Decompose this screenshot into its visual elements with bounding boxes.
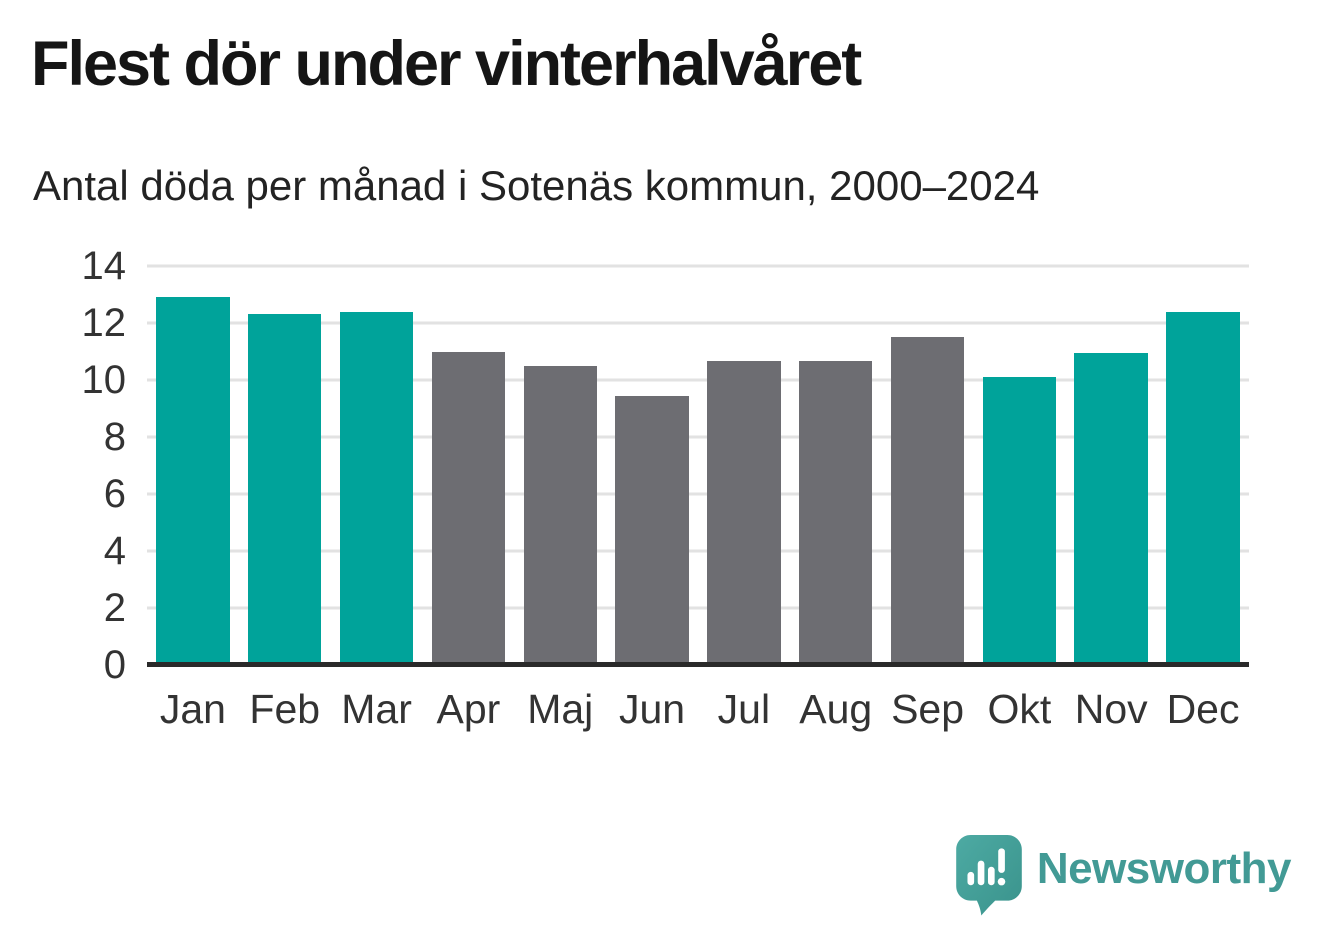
y-tick-label-12: 12	[81, 301, 127, 345]
newsworthy-logo-text: Newsworthy	[1036, 844, 1292, 893]
bar-dec	[1166, 311, 1240, 665]
y-tick-label-8: 8	[103, 415, 126, 459]
y-tick-label-10: 10	[81, 358, 127, 402]
bar-mar	[339, 311, 414, 665]
x-tick-label-jun: Jun	[619, 686, 686, 732]
y-tick-label-14: 14	[81, 244, 127, 288]
gridline-12	[147, 321, 1249, 325]
bar-feb	[248, 314, 322, 665]
plot-area	[147, 264, 1249, 667]
bar-slot-jan	[147, 266, 239, 665]
bar-jan	[156, 297, 230, 665]
newsworthy-logo: Newsworthy	[956, 835, 1292, 917]
y-tick-label-2: 2	[103, 586, 126, 630]
y-tick-label-0: 0	[103, 643, 126, 687]
x-tick-label-mar: Mar	[341, 686, 412, 732]
x-axis: Jan Feb Mar Apr Maj Jun Jul Aug Sep Okt Nov Dec	[147, 686, 1249, 733]
y-tick-label-4: 4	[103, 529, 126, 573]
x-tick-label-aug: Aug	[799, 686, 873, 732]
x-tick-label-jul: Jul	[717, 686, 771, 732]
bar-slot-feb	[239, 266, 331, 665]
x-tick-label-maj: Maj	[527, 686, 594, 732]
gridline-10	[147, 378, 1249, 382]
bar-slot-mar	[331, 266, 423, 665]
bar-jul	[707, 361, 781, 665]
bar-maj	[523, 365, 597, 665]
gridline-8	[147, 435, 1249, 439]
x-tick-label-nov: Nov	[1074, 686, 1148, 732]
bar-sep	[890, 337, 965, 665]
y-axis: 0 2 4 6 8 10 12 14	[0, 246, 127, 685]
x-tick-label-jan: Jan	[159, 686, 226, 732]
x-tick-label-okt: Okt	[987, 686, 1052, 732]
newsworthy-speech-bubble-chart-icon	[956, 835, 1022, 916]
bar-slot-dec	[1157, 266, 1249, 665]
chart-title: Flest dör under vinterhalvåret	[31, 29, 862, 99]
gridline-2	[147, 606, 1249, 610]
bar-jun	[615, 395, 689, 665]
x-tick-label-dec: Dec	[1166, 686, 1240, 732]
bar-nov	[1074, 352, 1148, 665]
bar-slot-maj	[514, 266, 606, 665]
bar-slot-jul	[698, 266, 790, 665]
x-tick-label-sep: Sep	[891, 686, 965, 732]
bar-slot-sep	[882, 266, 974, 665]
x-tick-label-apr: Apr	[436, 686, 501, 732]
gridline-14	[147, 264, 1249, 268]
bar-apr	[431, 351, 506, 665]
chart-subtitle: Antal döda per månad i Sotenäs kommun, 2…	[33, 162, 1040, 209]
gridline-6	[147, 492, 1249, 496]
bar-slot-aug	[790, 266, 882, 665]
bar-okt	[982, 377, 1057, 665]
bar-slot-jun	[606, 266, 698, 665]
bar-slot-apr	[422, 266, 514, 665]
y-tick-label-6: 6	[103, 472, 126, 516]
bar-aug	[798, 361, 873, 665]
bar-series	[147, 266, 1249, 665]
bar-slot-okt	[973, 266, 1065, 665]
x-tick-label-feb: Feb	[249, 686, 321, 732]
bar-slot-nov	[1065, 266, 1157, 665]
gridline-4	[147, 549, 1249, 553]
x-axis-baseline	[147, 662, 1249, 667]
